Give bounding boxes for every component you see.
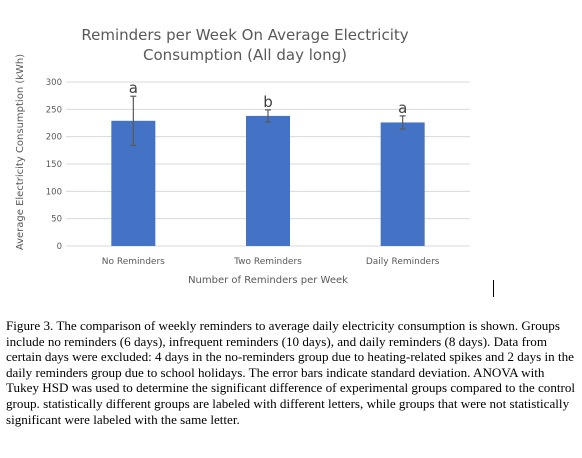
x-category-label: Daily Reminders [366,257,440,267]
chart-title-line-2: Consumption (All day long) [143,46,347,64]
x-category-label: Two Reminders [233,257,302,267]
significance-letter: a [398,99,407,117]
bars [111,115,425,246]
significance-letter: a [129,79,138,97]
significance-letter: b [263,93,273,111]
y-axis-ticks: 0 50 100 150 200 250 300 [46,78,62,252]
y-tick-label: 300 [46,78,62,88]
x-category-label: No Reminders [102,257,165,267]
x-axis-title: Number of Reminders per Week [188,275,348,286]
chart-title-line-1: Reminders per Week On Average Electricit… [81,26,408,44]
y-tick-label: 100 [46,187,62,197]
bar-chart: Reminders per Week On Average Electricit… [15,26,470,286]
bar [246,115,290,246]
x-axis-categories: No Reminders Two Reminders Daily Reminders [102,257,440,267]
y-axis-title: Average Electricity Consumption (kWh) [15,54,26,250]
text-cursor [493,280,494,297]
figure-caption: Figure 3. The comparison of weekly remin… [6,318,576,427]
significance-letters: a b a [129,79,408,117]
bar [380,122,425,246]
y-tick-label: 200 [46,133,62,143]
error-bars [130,95,406,147]
y-tick-label: 250 [46,105,62,115]
y-tick-label: 0 [57,242,62,252]
y-tick-label: 150 [46,160,62,170]
y-tick-label: 50 [51,215,62,225]
